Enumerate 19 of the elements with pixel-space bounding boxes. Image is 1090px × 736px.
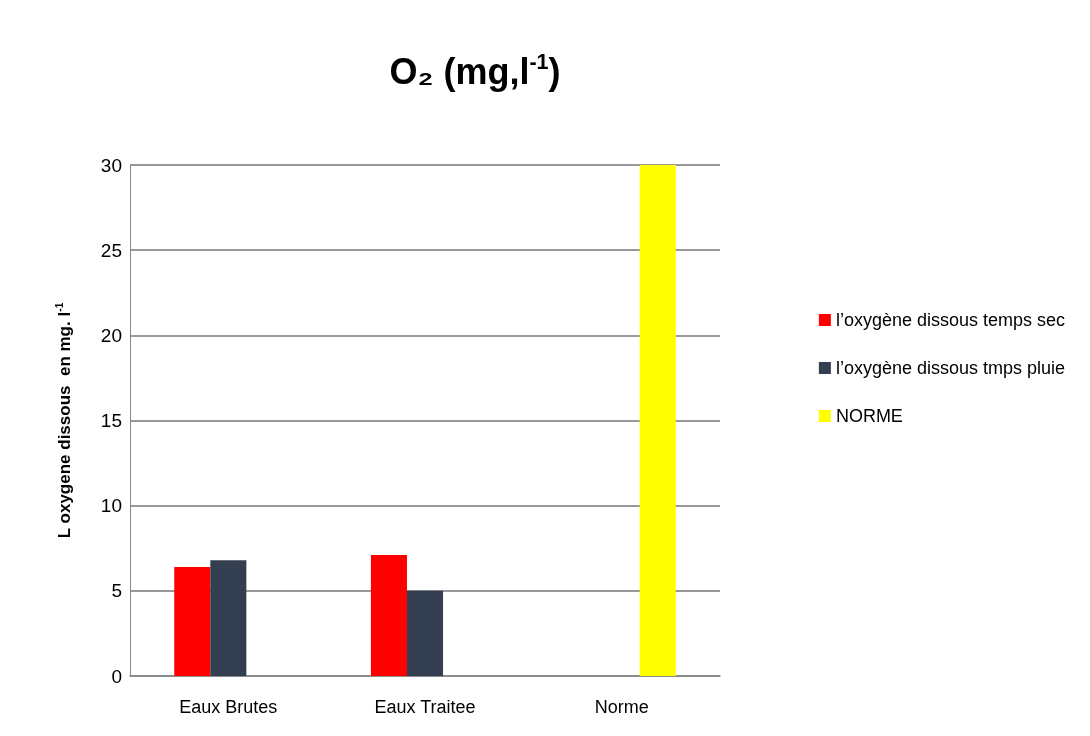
y-tick-label: 15 bbox=[100, 410, 122, 431]
bar bbox=[639, 165, 676, 676]
y-tick-label: 20 bbox=[100, 324, 122, 346]
y-tick-label: 5 bbox=[111, 580, 122, 602]
bar bbox=[406, 590, 444, 676]
legend-label: l’oxygène dissous tmps pluie bbox=[835, 358, 1065, 378]
bar bbox=[174, 566, 211, 676]
legend-label: l’oxygène dissous temps sec bbox=[835, 310, 1065, 330]
bar bbox=[210, 560, 247, 676]
x-tick-label: Norme bbox=[594, 697, 649, 717]
x-tick-label: Eaux Brutes bbox=[179, 697, 278, 717]
y-tick-label: 0 bbox=[111, 665, 122, 687]
x-tick-label: Eaux Traitee bbox=[374, 697, 476, 717]
bar bbox=[370, 555, 407, 676]
legend-label: NORME bbox=[835, 406, 903, 426]
y-tick-label: 30 bbox=[100, 154, 122, 176]
y-tick-label: 25 bbox=[100, 239, 122, 261]
y-tick-label: 10 bbox=[100, 495, 122, 517]
y-axis-title: L oxygene dissous en mg. l-1 bbox=[54, 302, 75, 539]
